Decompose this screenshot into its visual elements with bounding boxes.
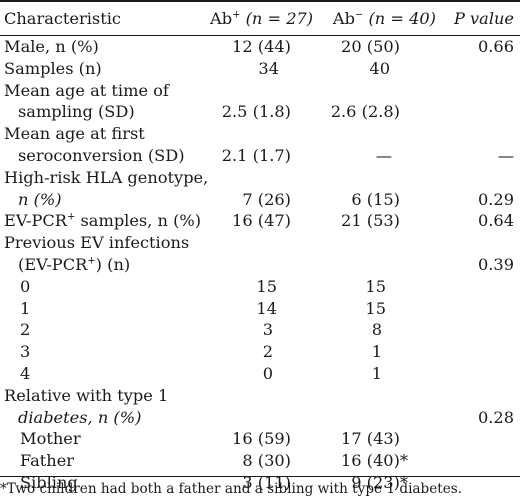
top-rule bbox=[0, 0, 520, 2]
cell-p-value: — bbox=[497, 145, 514, 165]
table-row: 0 15 15 bbox=[0, 276, 520, 298]
cell-ab-positive: 14 bbox=[256, 298, 277, 318]
table-row: Male, n (%) 12 (44) 20 (50) 0.66 bbox=[0, 36, 520, 58]
row-label: Relative with type 1 diabetes, n (%) bbox=[4, 385, 169, 427]
characteristics-table: Characteristic Ab+ (n = 27) Ab− (n = 40)… bbox=[0, 1, 520, 494]
cell-ab-positive: 34 bbox=[258, 58, 279, 78]
cell-ab-negative: 16 (40)* bbox=[340, 451, 408, 471]
table-row: EV-PCR+ samples, n (%) 16 (47) 21 (53) 0… bbox=[0, 210, 520, 232]
cell-ab-negative: 1 bbox=[371, 363, 382, 383]
cell-ab-negative: 8 bbox=[371, 320, 382, 340]
row-label: Mother bbox=[20, 429, 81, 449]
cell-ab-negative: 9 (23)* bbox=[351, 472, 408, 492]
cell-ab-positive: 7 (26) bbox=[242, 189, 291, 209]
cell-ab-negative: 17 (43) bbox=[341, 429, 400, 449]
row-label: 1 bbox=[20, 298, 31, 318]
table-row: 2 3 8 bbox=[0, 319, 520, 341]
cell-ab-negative: 15 bbox=[365, 298, 386, 318]
row-label: 3 bbox=[20, 342, 31, 362]
cell-ab-negative: 15 bbox=[365, 276, 386, 296]
table-row: Mean age at first seroconversion (SD) 2.1… bbox=[0, 123, 520, 167]
header-characteristic: Characteristic bbox=[4, 9, 121, 28]
header-ab-negative: Ab− (n = 40) bbox=[332, 9, 436, 28]
table-row: Mother 16 (59) 17 (43) bbox=[0, 428, 520, 450]
row-label: Samples (n) bbox=[4, 58, 102, 78]
cell-ab-positive: 2.5 (1.8) bbox=[221, 102, 291, 122]
cell-ab-positive: 12 (44) bbox=[232, 37, 291, 56]
cell-ab-positive: 3 bbox=[262, 320, 273, 340]
table-row: Relative with type 1 diabetes, n (%) 0.28 bbox=[0, 385, 520, 429]
table-row: 1 14 15 bbox=[0, 298, 520, 320]
row-label: Mean age at first seroconversion (SD) bbox=[4, 124, 185, 165]
cell-ab-positive: 2 bbox=[262, 342, 273, 362]
row-label: High-risk HLA genotype, n (%) bbox=[4, 167, 209, 209]
table-row: 3 2 1 bbox=[0, 341, 520, 363]
table-row: Previous EV infections (EV-PCR+) (n) 0.39 bbox=[0, 232, 520, 276]
row-label: Mean age at time of sampling (SD) bbox=[4, 80, 169, 122]
cell-ab-negative: 21 (53) bbox=[341, 211, 400, 231]
cell-ab-negative: 1 bbox=[371, 342, 382, 362]
cell-p-value: 0.28 bbox=[477, 407, 514, 427]
table-row: 4 0 1 bbox=[0, 363, 520, 385]
table-row: High-risk HLA genotype, n (%) 7 (26) 6 (1… bbox=[0, 167, 520, 211]
table-row: Sibling 3 (11) 9 (23)* bbox=[0, 472, 520, 494]
cell-ab-negative: — bbox=[375, 145, 392, 165]
cell-ab-negative: 2.6 (2.8) bbox=[330, 102, 400, 122]
cell-ab-positive: 16 (59) bbox=[232, 429, 291, 449]
cell-ab-positive: 0 bbox=[262, 363, 273, 383]
cell-ab-positive: 3 (11) bbox=[242, 472, 291, 492]
cell-ab-positive: 15 bbox=[256, 276, 277, 296]
cell-ab-negative: 20 (50) bbox=[341, 37, 400, 56]
table-row: Samples (n) 34 40 bbox=[0, 58, 520, 80]
table-row: Mean age at time of sampling (SD) 2.5 (1.… bbox=[0, 80, 520, 124]
cell-ab-negative: 6 (15) bbox=[351, 189, 400, 209]
row-label: 0 bbox=[20, 276, 31, 296]
table-footnote: *Two children had both a father and a si… bbox=[0, 481, 463, 497]
header-ab-positive: Ab+ (n = 27) bbox=[210, 9, 314, 28]
row-label: 4 bbox=[20, 363, 31, 383]
cell-p-value: 0.64 bbox=[477, 211, 514, 231]
row-label: Sibling bbox=[20, 472, 78, 492]
row-label: Father bbox=[20, 451, 75, 471]
cell-ab-positive: 2.1 (1.7) bbox=[221, 145, 291, 165]
bottom-rule bbox=[0, 476, 520, 477]
row-label: Previous EV infections (EV-PCR+) (n) bbox=[4, 233, 190, 274]
cell-p-value: 0.66 bbox=[477, 37, 514, 56]
row-label: 2 bbox=[20, 320, 31, 340]
header-p-value: P value bbox=[453, 9, 514, 28]
cell-ab-positive: 16 (47) bbox=[232, 211, 291, 231]
row-label: EV-PCR+ samples, n (%) bbox=[4, 211, 202, 231]
cell-p-value: 0.29 bbox=[477, 189, 514, 209]
cell-p-value: 0.39 bbox=[477, 254, 514, 274]
cell-ab-positive: 8 (30) bbox=[242, 451, 291, 471]
cell-ab-negative: 40 bbox=[369, 58, 390, 78]
table-row: Father 8 (30) 16 (40)* bbox=[0, 450, 520, 472]
header-rule bbox=[0, 35, 520, 36]
row-label: Male, n (%) bbox=[4, 37, 99, 56]
header-row: Characteristic Ab+ (n = 27) Ab− (n = 40)… bbox=[0, 1, 520, 36]
